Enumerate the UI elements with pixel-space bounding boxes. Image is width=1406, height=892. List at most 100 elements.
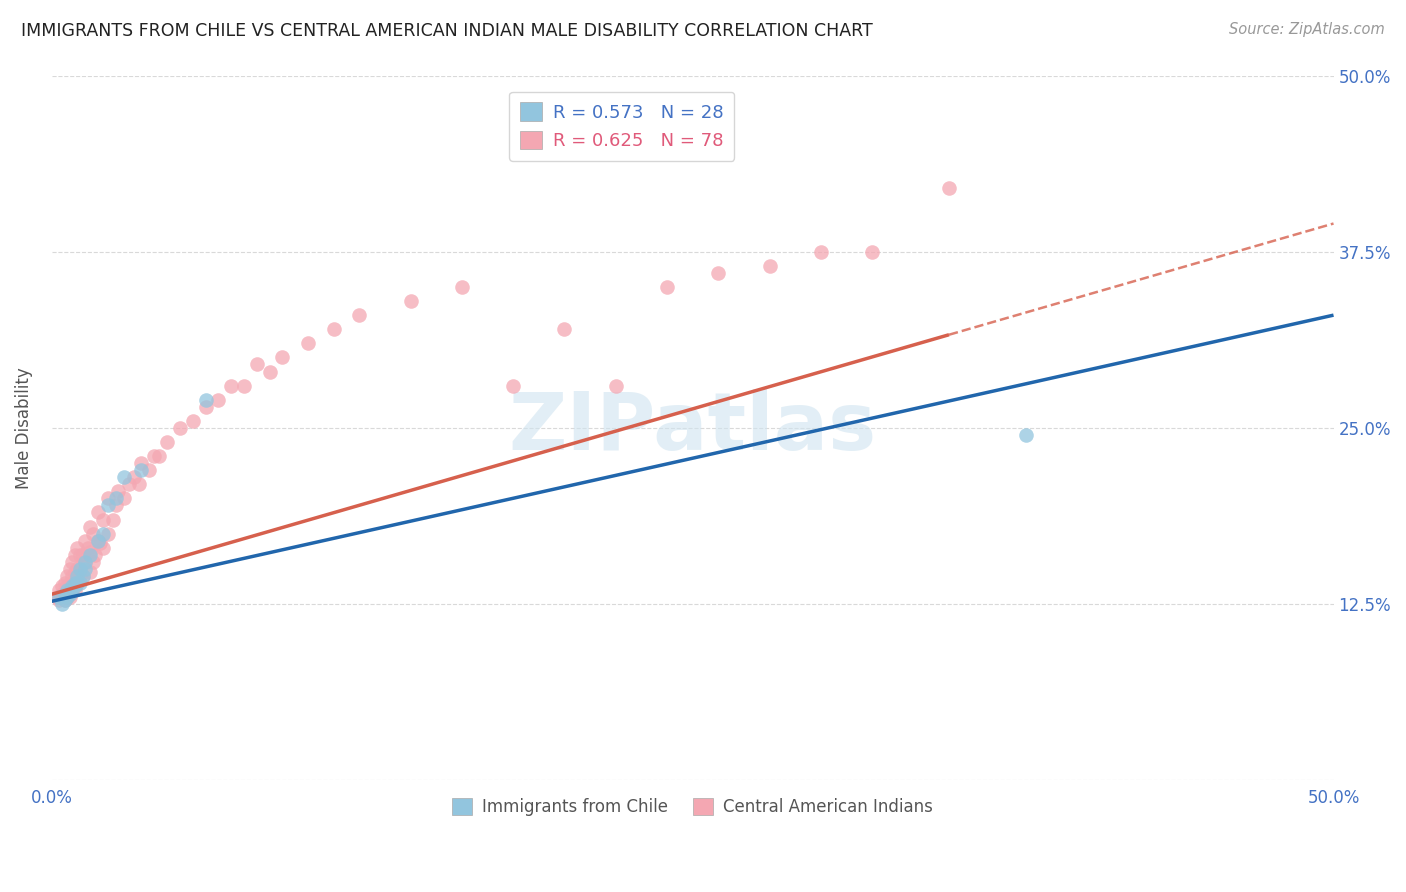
Point [48,582,70,597]
Point [69,548,91,562]
Text: Source: ZipAtlas.com: Source: ZipAtlas.com [1229,22,1385,37]
Point [79,565,101,579]
Point [63,548,86,562]
Point [53,590,76,604]
Point [207,392,229,407]
Point [148,449,170,463]
Point [91,512,114,526]
Point [246,358,269,372]
Point [349,308,371,322]
Point [138,463,160,477]
Point [112,470,135,484]
Point [63,579,86,593]
Legend: Immigrants from Chile, Central American Indians: Immigrants from Chile, Central American … [444,790,942,825]
Point [59,562,82,576]
Point [45,590,67,604]
Point [75,562,97,576]
Point [860,244,883,259]
Point [56,590,79,604]
Point [131,456,153,470]
Point [72,569,94,583]
Point [59,582,82,597]
Point [66,576,89,591]
Point [69,569,91,583]
Point [143,449,166,463]
Point [169,421,191,435]
Point [118,477,141,491]
Point [53,587,76,601]
Point [399,293,422,308]
Point [60,582,83,597]
Point [758,259,780,273]
Point [104,499,127,513]
Point [79,519,101,533]
Point [122,470,145,484]
Point [87,506,110,520]
Point [89,536,111,550]
Point [82,555,104,569]
Point [104,491,127,506]
Point [60,579,83,593]
Point [1015,428,1038,442]
Y-axis label: Male Disability: Male Disability [15,367,32,489]
Text: ZIPatlas: ZIPatlas [509,389,877,467]
Point [107,484,129,499]
Text: IMMIGRANTS FROM CHILE VS CENTRAL AMERICAN INDIAN MALE DISABILITY CORRELATION CHA: IMMIGRANTS FROM CHILE VS CENTRAL AMERICA… [21,22,873,40]
Point [66,569,89,583]
Point [51,587,73,601]
Point [79,545,101,559]
Point [194,400,217,414]
Point [259,365,281,379]
Point [553,322,575,336]
Point [181,414,204,428]
Point [75,533,97,548]
Point [69,562,91,576]
Point [82,526,104,541]
Point [76,541,98,555]
Point [53,593,76,607]
Point [97,491,120,506]
Point [69,576,91,591]
Point [59,587,82,601]
Point [271,351,294,365]
Point [60,555,83,569]
Point [56,569,79,583]
Point [60,582,83,597]
Point [75,555,97,569]
Point [56,579,79,593]
Point [56,582,79,597]
Point [97,499,120,513]
Point [87,533,110,548]
Point [655,280,678,294]
Point [51,579,73,593]
Point [194,392,217,407]
Point [53,593,76,607]
Point [63,582,86,597]
Point [91,526,114,541]
Point [60,569,83,583]
Point [502,378,524,392]
Point [66,541,89,555]
Point [112,491,135,506]
Point [84,548,107,562]
Point [297,336,319,351]
Point [72,569,94,583]
Point [707,266,730,280]
Point [97,526,120,541]
Point [219,378,242,392]
Point [53,576,76,591]
Point [131,463,153,477]
Point [810,244,832,259]
Point [87,533,110,548]
Point [72,548,94,562]
Point [56,590,79,604]
Point [156,435,179,450]
Point [48,593,70,607]
Point [128,477,150,491]
Point [59,576,82,591]
Point [91,541,114,555]
Point [605,378,627,392]
Point [59,590,82,604]
Point [63,565,86,579]
Point [103,512,125,526]
